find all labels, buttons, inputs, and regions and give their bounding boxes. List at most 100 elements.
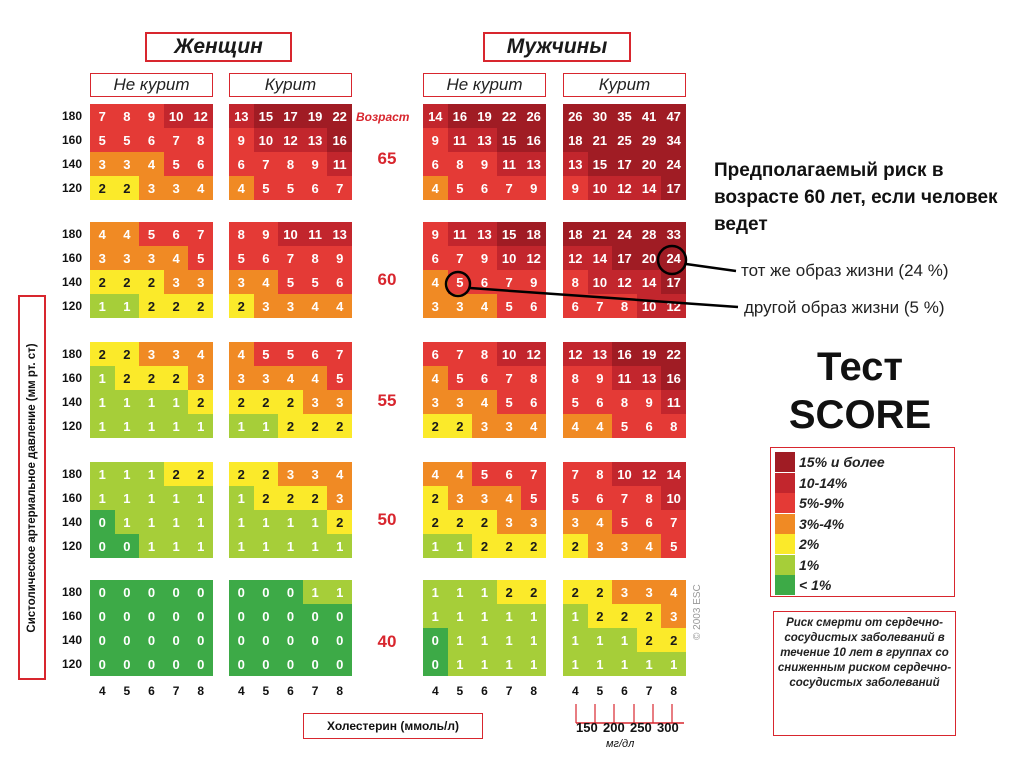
risk-cell: 2 xyxy=(423,510,448,534)
risk-cell: 1 xyxy=(302,580,328,604)
risk-cell: 21 xyxy=(587,128,613,152)
risk-cell: 3 xyxy=(302,462,328,486)
legend-item: 2% xyxy=(775,534,955,554)
risk-cell: 12 xyxy=(278,128,303,152)
legend-item: 10-14% xyxy=(775,472,955,493)
risk-table: 12 13 16 19 22 8 9 11 13 16 5 6 8 9 11 4 4 5 6 8 xyxy=(563,342,686,438)
risk-cell: 0 xyxy=(229,628,254,652)
chol-label: 5 xyxy=(262,684,270,698)
risk-cell: 2 xyxy=(163,462,189,486)
risk-cell: 0 xyxy=(327,604,352,628)
chol-label: 7 xyxy=(311,684,319,698)
risk-cell: 0 xyxy=(90,652,115,676)
risk-cell: 1 xyxy=(188,486,213,510)
risk-cell: 3 xyxy=(563,510,588,534)
risk-cell: 1 xyxy=(447,580,473,604)
risk-cell: 4 xyxy=(636,534,662,558)
risk-cell: 13 xyxy=(472,222,497,246)
legend-swatch xyxy=(775,493,795,513)
risk-cell: 2 xyxy=(90,176,115,200)
risk-cell: 0 xyxy=(139,628,164,652)
risk-cell: 6 xyxy=(302,342,328,366)
risk-cell: 7 xyxy=(521,462,546,486)
risk-cell: 1 xyxy=(563,604,588,628)
risk-cell: 1 xyxy=(114,390,140,414)
bp-label: 180 xyxy=(62,109,83,123)
risk-cell: 4 xyxy=(114,222,140,246)
risk-cell: 14 xyxy=(661,462,686,486)
risk-cell: 6 xyxy=(327,270,352,294)
risk-cell: 9 xyxy=(521,270,546,294)
risk-cell: 4 xyxy=(302,294,328,318)
legend-swatch xyxy=(775,554,795,575)
risk-cell: 10 xyxy=(163,104,189,128)
risk-cell: 24 xyxy=(661,152,686,176)
risk-cell: 11 xyxy=(302,222,328,246)
risk-cell: 1 xyxy=(229,510,254,534)
legend-swatch xyxy=(775,472,795,493)
chol-label: 7 xyxy=(505,684,513,698)
risk-cell: 2 xyxy=(327,510,352,534)
men-header: Мужчины xyxy=(483,32,631,62)
men-smoker-subheader: Курит xyxy=(563,73,686,97)
risk-cell: 8 xyxy=(636,486,662,510)
risk-cell: 0 xyxy=(188,652,213,676)
risk-cell: 5 xyxy=(302,270,328,294)
risk-cell: 12 xyxy=(612,270,637,294)
risk-cell: 0 xyxy=(139,604,164,628)
risk-cell: 5 xyxy=(521,486,546,510)
risk-cell: 8 xyxy=(661,414,686,438)
risk-cell: 7 xyxy=(563,462,588,486)
risk-cell: 4 xyxy=(661,580,686,604)
risk-cell: 4 xyxy=(563,414,588,438)
risk-cell: 9 xyxy=(587,366,613,390)
risk-cell: 1 xyxy=(90,486,115,510)
risk-cell: 1 xyxy=(253,414,279,438)
risk-cell: 12 xyxy=(563,246,588,270)
risk-cell: 6 xyxy=(139,128,164,152)
annotation-same: тот же образ жизни (24 %) xyxy=(741,261,949,280)
risk-cell: 2 xyxy=(253,462,279,486)
risk-cell: 0 xyxy=(253,628,279,652)
risk-cell: 1 xyxy=(139,414,164,438)
risk-cell: 4 xyxy=(90,222,115,246)
risk-cell: 0 xyxy=(423,652,448,676)
risk-cell: 8 xyxy=(563,366,588,390)
bp-label: 140 xyxy=(62,395,83,409)
highlight-circle-24 xyxy=(656,244,688,276)
risk-cell: 35 xyxy=(612,104,637,128)
risk-cell: 2 xyxy=(587,604,613,628)
risk-cell: 1 xyxy=(521,628,546,652)
risk-cell: 3 xyxy=(253,294,279,318)
risk-cell: 0 xyxy=(188,604,213,628)
risk-cell: 7 xyxy=(253,152,279,176)
risk-cell: 6 xyxy=(521,294,546,318)
risk-cell: 2 xyxy=(139,270,164,294)
risk-cell: 24 xyxy=(612,222,637,246)
risk-cell: 10 xyxy=(496,342,522,366)
risk-cell: 18 xyxy=(521,222,546,246)
risk-cell: 2 xyxy=(636,604,662,628)
risk-cell: 3 xyxy=(90,152,115,176)
risk-cell: 2 xyxy=(139,366,164,390)
risk-cell: 0 xyxy=(229,652,254,676)
risk-cell: 0 xyxy=(163,604,189,628)
risk-cell: 3 xyxy=(447,390,473,414)
risk-cell: 5 xyxy=(278,342,303,366)
risk-cell: 15 xyxy=(496,222,522,246)
pointer-line-other xyxy=(469,286,739,309)
risk-cell: 10 xyxy=(496,246,522,270)
risk-cell: 2 xyxy=(253,390,279,414)
risk-cell: 9 xyxy=(229,128,254,152)
risk-cell: 1 xyxy=(496,604,522,628)
risk-table: 8 9 10 11 13 5 6 7 8 9 3 4 5 5 6 2 3 3 4 4 xyxy=(229,222,352,318)
risk-cell: 2 xyxy=(496,580,522,604)
risk-cell: 9 xyxy=(521,176,546,200)
mgdl-tick-300: 300 xyxy=(657,720,679,735)
risk-cell: 1 xyxy=(447,534,473,558)
risk-cell: 0 xyxy=(278,652,303,676)
risk-cell: 29 xyxy=(636,128,662,152)
bp-label: 180 xyxy=(62,585,83,599)
risk-cell: 8 xyxy=(447,152,473,176)
